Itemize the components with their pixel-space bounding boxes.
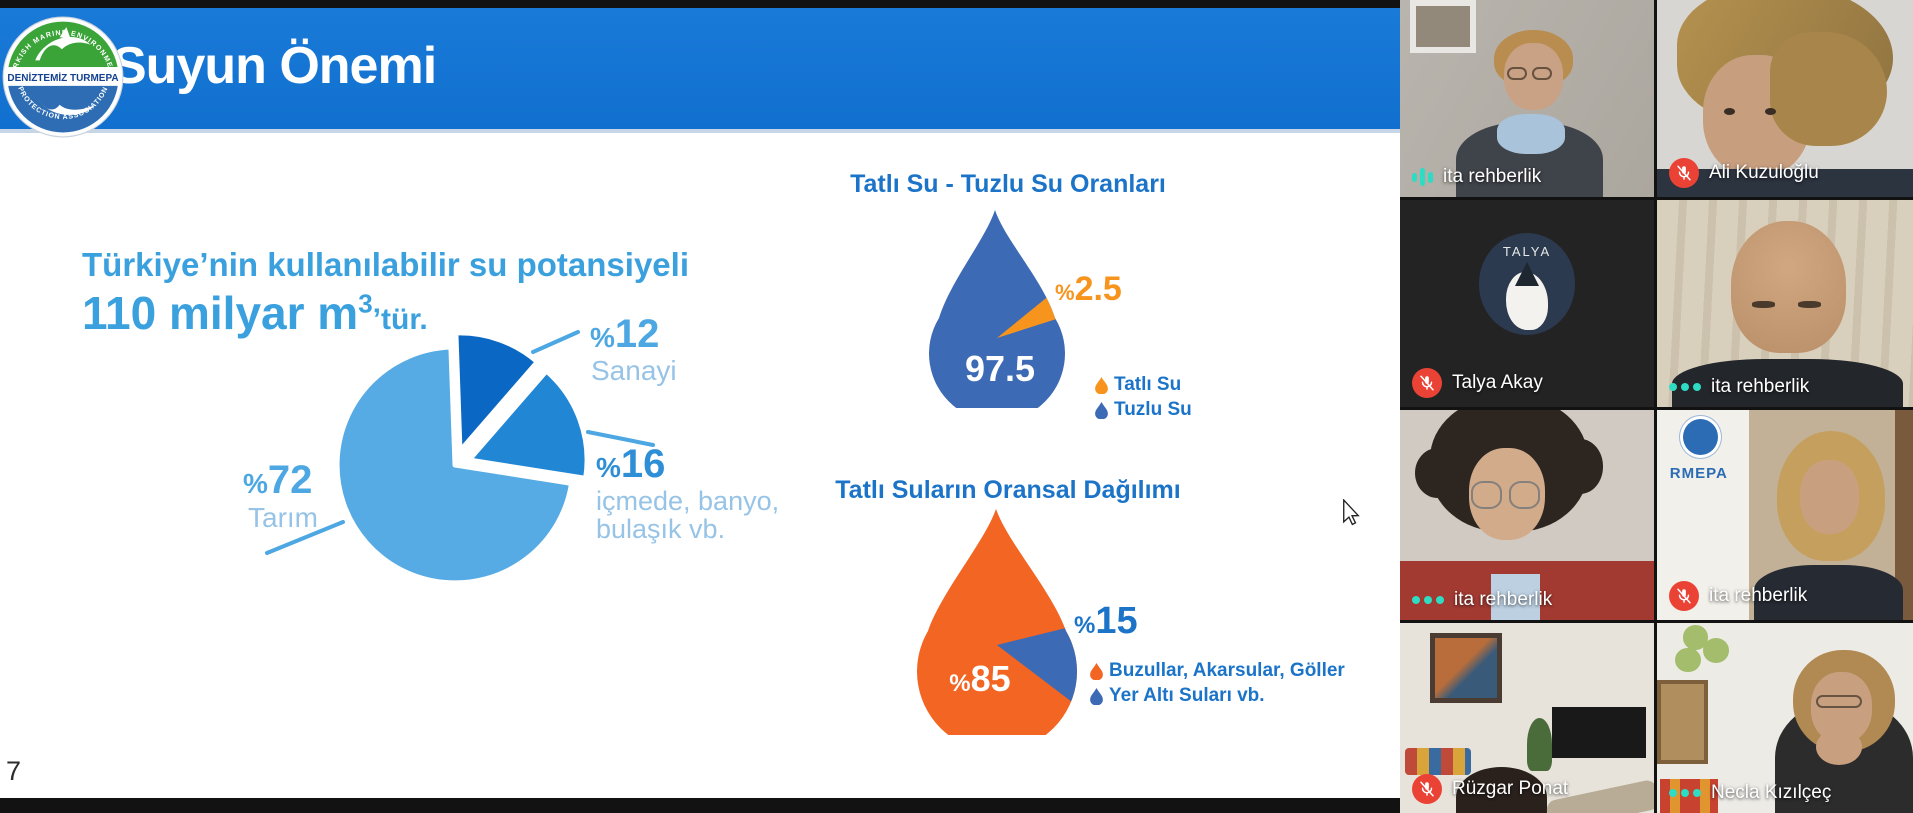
legend-row: Yer Altı Suları vb. (1090, 685, 1345, 707)
dolphin-bottom-icon (37, 98, 96, 115)
mic-muted-icon (1669, 581, 1699, 611)
wall-picture (1410, 0, 1477, 54)
slide-heading: Türkiye’nin kullanılabilir su potansiyel… (82, 246, 722, 340)
pie-label-72: %72 (243, 458, 313, 502)
banner-logo-icon (1680, 416, 1721, 459)
screen-share-slide: Suyun Önemi TURKISH MARINE ENVIRONMENT (0, 0, 1400, 813)
legend-row: Buzullar, Akarsular, Göller (1090, 660, 1345, 682)
slide-top-bar (0, 0, 1400, 8)
drop1-value: 97.5 (964, 348, 1036, 389)
pie-label-12: %12 (590, 312, 660, 356)
drop1-title: Tatlı Su - Tuzlu Su Oranları (850, 170, 1166, 198)
participant-video (1468, 447, 1545, 541)
participant-grid: ita rehberlik Ali Kuzuloğlu TALYA (1400, 0, 1913, 813)
mouse-cursor (1343, 499, 1360, 526)
water-usage-pie-chart (265, 330, 655, 586)
drop1-legend: Tatlı Su Tuzlu Su (1095, 374, 1192, 424)
participant-tile[interactable]: ita rehberlik (1400, 0, 1654, 197)
more-dots-indicator-icon (1669, 789, 1701, 797)
more-dots-indicator-icon (1669, 383, 1701, 391)
banner-text: RMEPA (1669, 464, 1728, 482)
pie-label-tarim: Tarım (248, 502, 318, 533)
participant-tile[interactable]: ita rehberlik (1400, 410, 1654, 620)
blue-drop-icon (1090, 687, 1103, 705)
svg-text:DENİZTEMİZ TURMEPA: DENİZTEMİZ TURMEPA (7, 73, 118, 84)
participant-tile[interactable]: ita rehberlik (1657, 200, 1913, 407)
participant-video (1731, 220, 1847, 354)
more-dots-indicator-icon (1412, 596, 1444, 604)
orange-drop-icon (1095, 376, 1108, 394)
blue-drop-icon (1095, 401, 1108, 419)
legend-row: Tatlı Su (1095, 374, 1192, 396)
participant-video (1455, 767, 1548, 813)
participant-tile[interactable]: RMEPA ita rehberlik (1657, 410, 1913, 620)
name-label: Necla Kızılçeç (1669, 782, 1831, 804)
avatar-text: TALYA (1502, 244, 1552, 260)
slide-title: Suyun Önemi (112, 37, 437, 95)
drop1-outer-label: %2.5 (1055, 270, 1122, 308)
drop2-legend: Buzullar, Akarsular, Göller Yer Altı Sul… (1090, 660, 1345, 710)
name-label: ita rehberlik (1412, 166, 1541, 188)
speaking-indicator-icon (1412, 166, 1433, 188)
drop2-title: Tatlı Suların Oransal Dağılımı (835, 476, 1181, 504)
mic-muted-icon (1412, 368, 1442, 398)
pie-label-16: %16 (596, 442, 666, 486)
avatar: TALYA (1478, 233, 1576, 335)
pie-label-sanayi: Sanayi (591, 355, 677, 386)
participant-video (1800, 460, 1860, 534)
fresh-salt-water-drop-chart (929, 210, 1066, 408)
name-label: ita rehberlik (1669, 376, 1809, 398)
name-label: Ali Kuzuloğlu (1669, 158, 1819, 188)
turmepa-logo-graphic: TURKISH MARINE ENVIRONMENT PROTECTION AS… (2, 16, 124, 138)
participant-tile[interactable]: Rüzgar Ponat (1400, 623, 1654, 813)
orange-drop-icon (1090, 662, 1103, 680)
cork-board (1657, 680, 1709, 764)
slide-header: Suyun Önemi (0, 8, 1400, 133)
turmepa-logo: TURKISH MARINE ENVIRONMENT PROTECTION AS… (2, 16, 124, 138)
name-label: Rüzgar Ponat (1412, 774, 1568, 804)
drop2-value: %85 (949, 658, 1011, 699)
wall-picture (1430, 632, 1502, 703)
slide-bottom-bar (0, 798, 1400, 813)
legend-row: Tuzlu Su (1095, 399, 1192, 421)
drop2-outer-label: %15 (1074, 600, 1138, 642)
fresh-water-distribution-drop-chart (917, 509, 1077, 735)
name-label: ita rehberlik (1669, 581, 1807, 611)
participant-tile[interactable]: Ali Kuzuloğlu (1657, 0, 1913, 197)
heading-line2: 110 milyar m3’tür. (82, 287, 428, 339)
pie-label-icmede: içmede, banyo, bulaşık vb. (596, 486, 780, 545)
television (1552, 706, 1647, 758)
dolphin-top-icon (35, 37, 91, 61)
name-label: Talya Akay (1412, 368, 1543, 398)
page-number: 7 (6, 756, 22, 786)
heading-line1: Türkiye’nin kullanılabilir su potansiyel… (82, 246, 689, 283)
mic-muted-icon (1669, 158, 1699, 188)
participant-tile[interactable]: TALYA Talya Akay (1400, 200, 1654, 407)
name-label: ita rehberlik (1412, 589, 1552, 611)
participant-tile[interactable]: Necla Kızılçeç (1657, 623, 1913, 813)
mic-muted-icon (1412, 774, 1442, 804)
